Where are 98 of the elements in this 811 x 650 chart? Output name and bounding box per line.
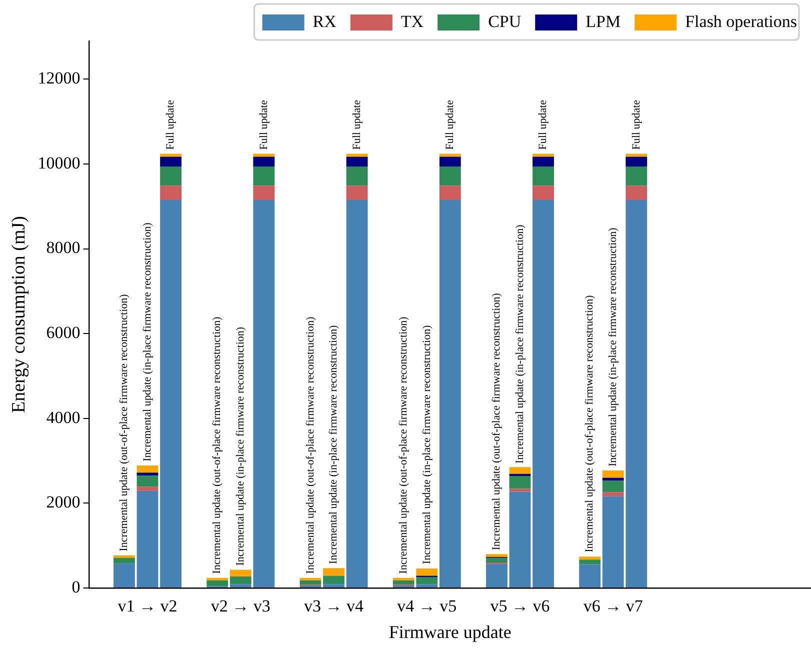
annotation: Incremental update (out-of-place firmware reconstruction)	[397, 316, 410, 574]
annotation: Full update	[350, 100, 363, 150]
x-tick-label: v5 → v6	[490, 596, 550, 616]
bar	[160, 166, 182, 186]
annotation: Incremental update (in-place firmware reconstruction)	[234, 326, 247, 566]
y-tick-label: 2000	[46, 492, 80, 512]
bar	[253, 186, 275, 200]
bar	[253, 156, 275, 167]
legend-label: CPU	[488, 12, 522, 31]
annotation: Full update	[444, 100, 456, 150]
annotation: Incremental update (out-of-place firmware reconstruction)	[211, 316, 224, 574]
annotation: Incremental update (out-of-place firmware reconstruction)	[584, 294, 596, 552]
annotation: Incremental update (out-of-place firmware reconstruction)	[490, 292, 503, 550]
y-tick-label: 0	[72, 577, 80, 596]
bar	[230, 576, 252, 584]
bar	[346, 186, 368, 200]
annotation: Incremental update (in-place firmware reconstruction)	[141, 222, 154, 462]
bar	[486, 558, 508, 563]
bar	[439, 166, 461, 186]
bar	[160, 200, 182, 588]
bar	[532, 166, 554, 186]
bar	[626, 186, 648, 200]
x-tick-label: v6 → v7	[583, 596, 644, 616]
bar	[136, 486, 158, 491]
bar	[532, 156, 554, 167]
annotation: Incremental update (in-place firmware reconstruction)	[607, 227, 620, 467]
y-tick-label: 4000	[46, 408, 80, 427]
bar	[486, 554, 508, 558]
bar	[579, 564, 601, 588]
bar	[253, 166, 275, 186]
bar	[579, 556, 601, 560]
bar	[160, 186, 182, 200]
legend-label: LPM	[586, 12, 621, 31]
annotation: Incremental update (out-of-place firmware reconstruction)	[118, 294, 130, 552]
bar	[136, 476, 158, 487]
annotation: Incremental update (in-place firmware reconstruction)	[420, 324, 433, 564]
bar	[323, 576, 344, 584]
annotation: Full update	[537, 100, 550, 150]
annotation: Incremental update (in-place firmware reconstruction)	[514, 224, 526, 464]
bar	[532, 200, 554, 588]
bar	[253, 154, 275, 157]
y-tick-label: 8000	[46, 238, 80, 258]
annotation: Full update	[258, 100, 270, 150]
bar	[136, 490, 158, 588]
bar	[509, 476, 531, 489]
bar	[346, 200, 368, 588]
bar	[532, 154, 554, 157]
bar	[136, 465, 158, 473]
bar	[602, 492, 624, 496]
x-tick-label: v1 → v2	[118, 596, 178, 616]
bar	[602, 480, 624, 492]
bar	[439, 156, 461, 167]
bar	[626, 154, 648, 157]
x-tick-label: v4 → v5	[397, 596, 457, 616]
y-tick-label: 10000	[38, 153, 80, 172]
annotation: Full update	[164, 100, 177, 150]
bar	[206, 580, 228, 586]
bar	[346, 156, 368, 167]
bar	[509, 467, 531, 474]
annotation: Incremental update (in-place firmware reconstruction)	[328, 324, 340, 564]
bar	[114, 558, 135, 564]
bar	[486, 564, 508, 588]
bar	[439, 154, 461, 157]
bar	[160, 154, 182, 157]
bar	[579, 560, 601, 564]
bar	[509, 474, 531, 476]
bar	[509, 492, 531, 588]
legend-label: Flash operations	[685, 12, 798, 31]
bar	[300, 578, 322, 580]
bar	[300, 580, 322, 585]
y-axis-title: Energy consumption (mJ)	[8, 216, 30, 414]
y-tick-label: 6000	[46, 323, 80, 342]
bar	[323, 584, 344, 588]
legend-label: RX	[312, 12, 336, 31]
bar	[626, 156, 648, 167]
bar	[439, 200, 461, 588]
bar	[206, 578, 228, 580]
bar	[416, 568, 438, 576]
x-tick-label: v2 → v3	[210, 596, 270, 616]
bar	[439, 186, 461, 200]
annotation: Incremental update (out-of-place firmware reconstruction)	[304, 316, 316, 574]
bar	[160, 156, 182, 167]
bar	[323, 568, 344, 576]
legend-label: TX	[400, 12, 424, 31]
bar	[392, 578, 414, 580]
bar	[230, 570, 252, 577]
bar	[346, 154, 368, 157]
bar	[346, 166, 368, 186]
annotation: Full update	[630, 100, 642, 150]
bar	[114, 563, 135, 588]
y-tick-label: 12000	[38, 68, 80, 88]
bar	[532, 186, 554, 200]
bar	[136, 472, 158, 476]
x-axis-title: Firmware update	[388, 622, 512, 642]
x-tick-label: v3 → v4	[304, 596, 364, 616]
bar	[114, 555, 135, 558]
bar	[626, 166, 648, 186]
bar	[602, 470, 624, 478]
